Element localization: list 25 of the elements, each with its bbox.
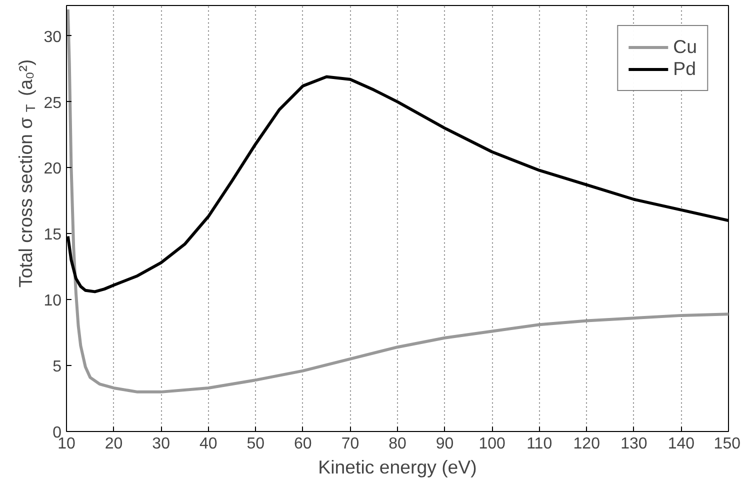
x-tick-label: 150 bbox=[714, 436, 741, 452]
x-tick-label: 30 bbox=[152, 436, 170, 452]
x-tick-label: 20 bbox=[104, 436, 123, 452]
y-tick-label: 20 bbox=[44, 160, 62, 178]
y-tick-label: 30 bbox=[44, 28, 62, 46]
y-tick-label: 15 bbox=[44, 226, 62, 244]
x-tick-label: 100 bbox=[478, 436, 506, 452]
x-tick-label: 120 bbox=[573, 436, 600, 452]
x-tick-label: 70 bbox=[341, 436, 360, 452]
x-tick-label: 50 bbox=[246, 436, 265, 452]
x-tick-label: 80 bbox=[388, 436, 406, 452]
legend-label: Pd bbox=[673, 58, 696, 80]
y-tick-label: 25 bbox=[44, 94, 62, 112]
x-tick-label: 60 bbox=[294, 436, 312, 452]
x-tick-label: 110 bbox=[526, 436, 552, 452]
x-tick-label: 140 bbox=[668, 436, 695, 452]
x-tick-label: 130 bbox=[620, 436, 648, 452]
legend-label: Cu bbox=[673, 36, 697, 58]
x-axis-title: Kinetic energy (eV) bbox=[318, 456, 477, 478]
line-series bbox=[66, 8, 728, 394]
x-tick-label: 90 bbox=[436, 436, 454, 452]
y-axis-title: Total cross section σT (a₀²) bbox=[15, 59, 38, 288]
y-tick-label: 5 bbox=[52, 358, 62, 376]
y-tick-label: 10 bbox=[44, 292, 62, 310]
x-tick-label: 40 bbox=[199, 436, 218, 452]
